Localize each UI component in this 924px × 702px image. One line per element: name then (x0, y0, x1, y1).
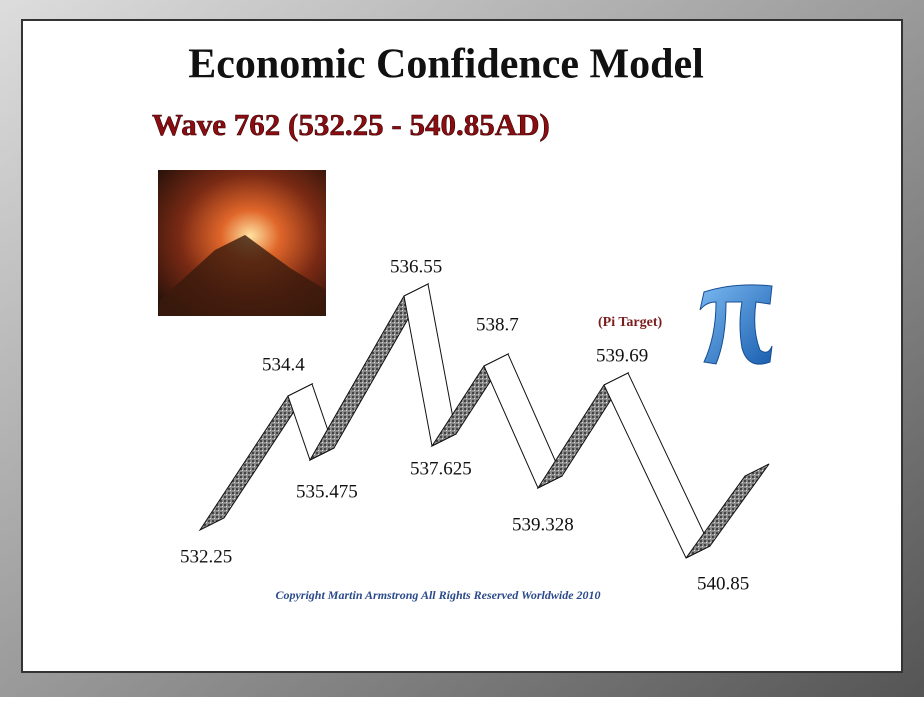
wave-ribbon (198, 282, 770, 559)
wave-point-label: 534.4 (262, 354, 305, 375)
wave-point-label: 535.475 (296, 481, 358, 502)
title: Economic Confidence Model (188, 42, 704, 88)
pi-target-annotation: (Pi Target) (598, 315, 662, 330)
wave-point-label: 540.85 (697, 573, 749, 594)
wave-point-label: 537.625 (410, 458, 472, 479)
wave-point-label: 532.25 (180, 546, 232, 567)
wave-point-label: 536.55 (390, 256, 442, 277)
ribbon-segment (685, 463, 770, 559)
wave-point-label: 539.69 (596, 345, 648, 366)
volcano-ground (158, 235, 326, 316)
wave-point-label: 539.328 (512, 514, 574, 535)
pi-icon (699, 284, 773, 365)
wave-point-label: 538.7 (476, 314, 519, 335)
subtitle: Wave 762 (532.25 - 540.85AD) (152, 107, 550, 142)
copyright: Copyright Martin Armstrong All Rights Re… (275, 588, 600, 602)
